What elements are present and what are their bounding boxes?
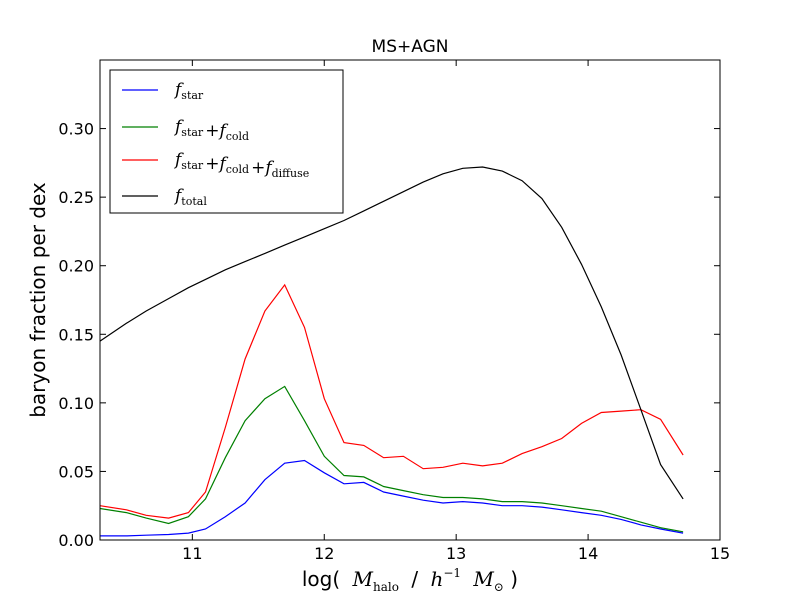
y-tick-label: 0.10 <box>58 394 94 413</box>
x-axis: 11 12 13 14 15 <box>182 60 730 563</box>
legend-label-1: fstar +fcold <box>173 117 249 143</box>
y-tick-label: 0.15 <box>58 325 94 344</box>
y-tick-label: 0.20 <box>58 257 94 276</box>
plot-series <box>99 166 684 537</box>
y-axis: 0.00 0.05 0.10 0.15 0.20 0.25 0.30 <box>58 120 720 550</box>
x-tick-label: 15 <box>710 544 730 563</box>
series-line-2 <box>99 283 684 519</box>
y-tick-label: 0.00 <box>58 531 94 550</box>
series-line-0 <box>100 459 684 537</box>
chart-title: MS+AGN <box>372 37 449 57</box>
x-tick-label: 12 <box>314 544 334 563</box>
x-axis-label: log( Mhalo / h−1 M⊙ ) <box>302 558 518 596</box>
legend-label-0: fstar <box>173 80 204 102</box>
series-line-3 <box>99 166 684 500</box>
legend-items: fstar fstar +fcold fstar +fcold +fdiffuse ftot… <box>122 80 309 208</box>
y-axis-label: baryon fraction per dex <box>26 182 50 418</box>
y-tick-label: 0.30 <box>58 120 94 139</box>
x-tick-label: 11 <box>182 544 202 563</box>
plot-frame <box>99 59 721 541</box>
y-tick-label: 0.25 <box>58 188 94 207</box>
x-tick-label: 13 <box>446 544 466 563</box>
legend-label-2: fstar +fcold +fdiffuse <box>173 150 309 180</box>
x-tick-label: 14 <box>578 544 598 563</box>
series-line-1 <box>99 385 684 533</box>
legend: fstar fstar +fcold fstar +fcold +fdiffuse ftot… <box>109 69 344 214</box>
legend-box <box>109 69 344 214</box>
y-tick-label: 0.05 <box>58 462 94 481</box>
legend-label-3: ftotal <box>173 186 207 208</box>
